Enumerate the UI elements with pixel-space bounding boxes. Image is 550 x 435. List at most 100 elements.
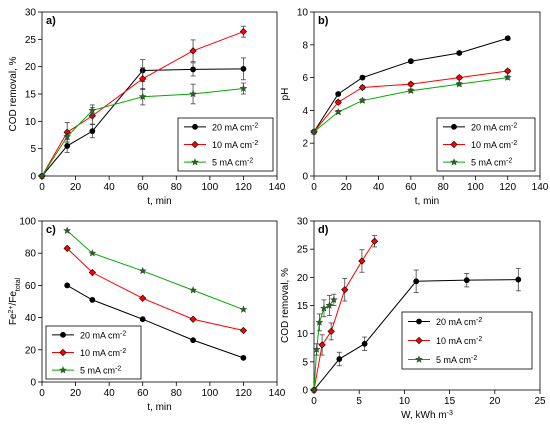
x-axis-label: t, min [415, 196, 439, 207]
x-tick-label: 80 [438, 182, 450, 193]
x-tick-label: 120 [499, 182, 516, 193]
series-line [313, 279, 519, 391]
data-point [319, 304, 328, 312]
y-axis-label: COD removal, % [280, 268, 291, 343]
x-tick-label: 15 [444, 396, 456, 407]
data-point [361, 340, 368, 347]
legend-label: 10 mA cm-2 [471, 140, 517, 151]
data-point [192, 123, 198, 130]
data-point [310, 385, 318, 394]
x-axis-label: t, min [147, 402, 171, 413]
x-tick-label: 5 [356, 396, 362, 407]
legend-label: 10 mA cm-2 [436, 336, 482, 347]
series-2 [38, 25, 248, 180]
x-tick-label: 140 [532, 182, 549, 193]
series-line [41, 68, 244, 177]
data-point [325, 301, 334, 309]
x-tick-label: 40 [104, 182, 116, 193]
x-axis-label: t, min [147, 196, 171, 207]
data-point [38, 171, 46, 180]
y-tick-label: 6 [302, 73, 308, 84]
data-point [239, 84, 248, 92]
data-point [139, 75, 147, 83]
y-axis-label: Fe2+/Fetotal [8, 277, 22, 325]
series-line [313, 37, 508, 132]
x-tick-label: 60 [137, 182, 149, 193]
legend: 20 mA cm-2 10 mA cm-2 5 mA cm-2 [401, 311, 533, 370]
x-axis-label: W, kWh m-3 [401, 410, 453, 422]
data-point [310, 127, 318, 136]
data-point [358, 83, 367, 92]
legend-label: 20 mA cm-2 [212, 122, 258, 133]
data-point [64, 282, 71, 289]
y-tick-label: 20 [25, 62, 37, 73]
data-point [503, 73, 512, 81]
series-3 [63, 226, 248, 313]
y-tick-label: 0 [302, 172, 308, 183]
data-point [239, 326, 248, 335]
data-point [139, 294, 147, 302]
y-tick-label: 80 [25, 249, 37, 260]
y-tick-label: 30 [25, 8, 37, 19]
data-point [450, 140, 458, 149]
x-tick-label: 100 [202, 388, 219, 399]
series-2 [63, 244, 248, 335]
data-point [59, 348, 67, 357]
legend-label: 20 mA cm-2 [80, 330, 126, 341]
chart-panel-1: 0 20 40 60 80 100 120 140 0 5 10 15 20 25 30 a) t, min CO… [8, 8, 286, 208]
series-line [41, 31, 244, 177]
y-tick-label: 20 [25, 345, 37, 356]
legend-label: 5 mA cm-2 [212, 157, 253, 168]
data-point [189, 286, 198, 294]
data-point [455, 79, 464, 88]
data-point [370, 237, 379, 245]
legend-label: 20 mA cm-2 [471, 122, 517, 133]
x-tick-label: 40 [373, 182, 385, 193]
plot-frame [41, 220, 278, 383]
x-tick-label: 0 [39, 182, 45, 193]
data-point [318, 341, 326, 349]
data-point [335, 91, 342, 97]
data-point [89, 128, 96, 135]
data-point [327, 327, 335, 336]
data-point [456, 50, 463, 56]
data-point [334, 107, 343, 116]
y-tick-label: 0 [302, 386, 308, 397]
legend: 20 mA cm-2 10 mA cm-2 5 mA cm-2 [45, 325, 142, 380]
data-point [189, 47, 197, 55]
y-tick-label: 15 [25, 90, 37, 101]
data-point [239, 28, 248, 36]
data-point [415, 355, 423, 363]
legend-label: 10 mA cm-2 [80, 348, 126, 359]
data-point [240, 65, 247, 72]
y-tick-label: 20 [297, 273, 309, 284]
x-tick-label: 60 [137, 388, 149, 399]
x-tick-label: 20 [70, 388, 82, 399]
data-point [88, 249, 97, 257]
y-tick-label: 60 [25, 281, 37, 292]
data-point [191, 140, 199, 149]
data-point [416, 318, 422, 325]
x-tick-label: 100 [202, 182, 219, 193]
y-tick-label: 8 [302, 40, 308, 51]
y-tick-label: 0 [30, 378, 36, 389]
legend-label: 20 mA cm-2 [436, 317, 482, 328]
data-point [358, 257, 366, 265]
x-tick-label: 25 [534, 396, 546, 407]
x-tick-label: 60 [405, 182, 417, 193]
chart-panel-4: 0 5 10 15 20 25 0 5 10 15 20 25 30 d) W, kWh m-3 COD re… [280, 217, 546, 422]
data-point [139, 316, 146, 323]
x-tick-label: 0 [311, 182, 317, 193]
data-point [63, 226, 72, 235]
data-point [334, 98, 342, 106]
x-tick-label: 20 [341, 182, 353, 193]
y-tick-label: 10 [25, 117, 37, 128]
chart-panel-3: 0 20 40 60 80 100 120 140 0 20 40 60 80 100 c) t, min Fe… [8, 217, 286, 414]
data-point [240, 354, 247, 361]
series-line [66, 248, 244, 331]
legend: 20 mA cm-2 10 mA cm-2 5 mA cm-2 [177, 117, 274, 172]
y-tick-label: 2 [302, 139, 308, 150]
plot-frame [313, 11, 541, 177]
y-axis-label: COD removal, % [8, 56, 19, 131]
series-1 [64, 282, 247, 361]
